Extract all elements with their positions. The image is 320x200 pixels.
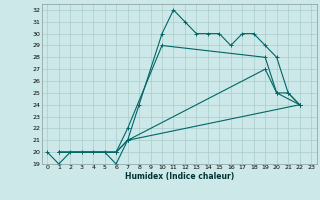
X-axis label: Humidex (Indice chaleur): Humidex (Indice chaleur) [124, 172, 234, 181]
